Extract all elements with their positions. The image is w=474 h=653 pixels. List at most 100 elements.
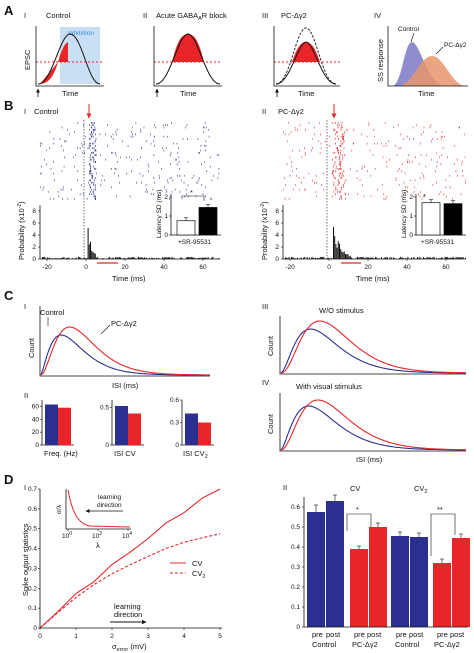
b2-xtick-label: 20 (364, 264, 372, 271)
b2-xtick-label: -20 (285, 264, 295, 271)
hist-pc-bin (459, 257, 460, 259)
d1-inset-xtick-2: 104 (122, 531, 132, 540)
hist-control-bin (151, 257, 153, 259)
a2-sublabel: II (143, 11, 147, 20)
a1-epsc-curve (37, 33, 101, 85)
hist-control-bin (42, 257, 43, 259)
d1-inset-axes (65, 489, 131, 530)
c2-label-cv: ISI CV (114, 449, 136, 458)
b1-xticks: -20 0 20 40 60 (42, 259, 207, 271)
c2-label-freq: Freq. (Hz) (44, 449, 78, 458)
b1-sublabel: I (24, 107, 26, 116)
b2-xlabel: Time (ms) (356, 274, 390, 283)
hist-pc-bin (426, 257, 428, 259)
c2-label-cv2: ISI CV2 (183, 449, 208, 460)
hist-pc-bin (287, 258, 289, 259)
hist-control-bin (78, 256, 79, 259)
hist-control-bin (164, 257, 166, 259)
hist-pc-bin (357, 256, 358, 259)
hist-pc-bin (448, 257, 450, 259)
b1-inset-sig-bracket (181, 195, 205, 201)
hist-pc-bin (312, 257, 314, 259)
hist-pc-bin (460, 257, 462, 259)
hist-control-bin (200, 257, 202, 259)
d2-ytick-label: 0.6 (291, 504, 300, 511)
d1-inset-xtick-1: 102 (92, 531, 102, 540)
d1-xtick-label: 3 (146, 633, 150, 640)
a1-axes (35, 26, 104, 87)
d1-xlabel: σerror (mV) (112, 642, 147, 653)
d1-legend-cv: CV (192, 559, 202, 568)
d1-cv-line (39, 488, 221, 629)
a2-xlabel: Time (180, 89, 196, 98)
hist-pc-bin (390, 257, 392, 259)
hist-control-bin (84, 257, 85, 259)
hist-pc-bin (384, 257, 386, 259)
hist-control-bin (108, 257, 109, 259)
hist-pc-bin (366, 257, 368, 259)
hist-control-bin (60, 258, 61, 259)
b2-xtick-label: 0 (327, 264, 331, 271)
d2-axes (303, 497, 468, 628)
c2-freq-ytick-label: 40 (32, 416, 40, 423)
hist-pc-bin (400, 256, 402, 259)
d1-xtick-label: 5 (218, 633, 222, 640)
d1-xlabel-sigma: σ (112, 642, 117, 651)
hist-control-bin (80, 257, 82, 259)
hist-control-bin (146, 257, 148, 259)
b1-ylabel: Probability (x10-2) (17, 201, 26, 260)
b2-ylabel: Probability (x10-2) (260, 201, 269, 260)
d1-inset-xtick-0-exp: 0 (69, 531, 72, 537)
hist-pc-bin (360, 256, 362, 259)
a4-legend-control-line (410, 32, 415, 43)
hist-control-bin (198, 257, 199, 259)
hist-control-bin (141, 257, 143, 259)
c2-bar-charts: 0 20 40 60 0 0.5 0 0.3 0.6 (32, 397, 214, 449)
d2-control-2: Control (395, 640, 420, 649)
hist-pc-bin (401, 257, 403, 259)
hist-pc-bin (355, 258, 357, 259)
hist-control-bin (156, 257, 157, 259)
hist-control-bin (128, 257, 130, 259)
hist-pc-bin (336, 247, 338, 259)
d1-ytick-label: 0.5 (28, 526, 37, 533)
d1-inset-xtick-2-exp: 4 (129, 531, 132, 537)
hist-control-bin (138, 256, 139, 259)
hist-pc-bin (413, 256, 415, 259)
hist-control-bin (192, 257, 193, 259)
c1-sublabel: I (24, 302, 26, 311)
d1-xlabel-unit: (mV) (128, 642, 147, 651)
hist-pc-bin (430, 257, 432, 259)
b1-yticks: 0 2 4 6 8 (32, 208, 40, 263)
hist-pc-bin (300, 257, 302, 259)
hist-control-bin (201, 257, 203, 259)
hist-control-bin (204, 257, 205, 259)
d2-bar (391, 536, 409, 627)
d1-inset-xtick-2-base: 10 (122, 533, 130, 540)
hist-pc-bin (349, 255, 351, 259)
inset-pc-bars: 0 1 2 (409, 194, 463, 239)
b1-inset-xlabel: +SR-95531 (178, 239, 211, 246)
panel-a: A I Control Inhibition EPSC Time II Acut… (4, 3, 468, 98)
hist-pc-bin (335, 243, 337, 259)
d2-ytick-label: 0.1 (291, 604, 300, 611)
c1-control-curve (40, 334, 210, 376)
d1-axes (39, 489, 222, 629)
c2-cv2-bar (198, 422, 211, 445)
hist-control-bin (122, 258, 124, 259)
hist-control-bin (174, 258, 175, 259)
d1-xtick-label: 2 (110, 633, 114, 640)
c4-sublabel: IV (262, 378, 269, 387)
a2-axes (153, 26, 222, 87)
hist-pc-bin (304, 256, 306, 259)
b2-ytick-label: 8 (275, 208, 279, 215)
a4-xlabel: Time (418, 89, 434, 98)
a3-red-fill (292, 42, 320, 62)
d2-control-1: Control (312, 640, 337, 649)
b1-xtick-label: -20 (42, 264, 52, 271)
inset-control-ytick-label: 2 (164, 194, 168, 201)
c1-pc-curve (40, 326, 210, 376)
b2-inset-ylabel: Latency SD (ms) (401, 190, 408, 238)
a1-sublabel: I (24, 11, 26, 20)
